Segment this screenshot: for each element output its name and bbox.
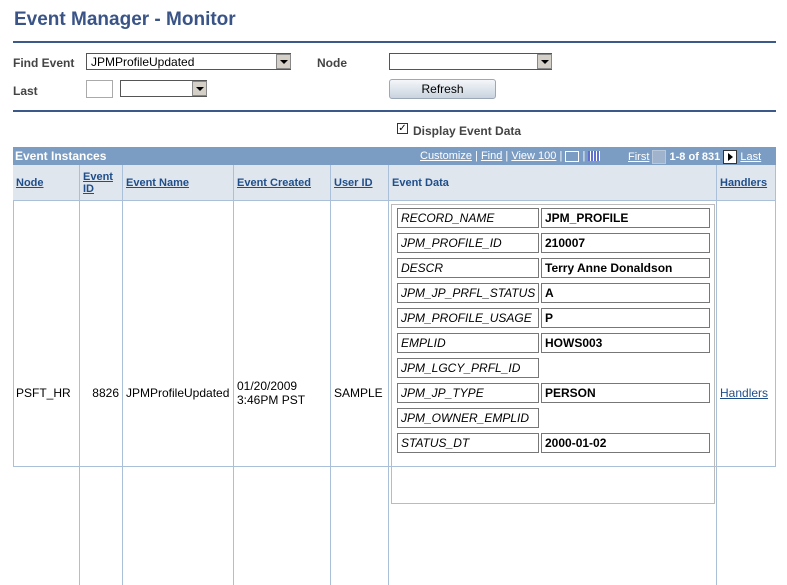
field-value: P — [541, 308, 710, 328]
field-name: JPM_PROFILE_USAGE — [397, 308, 539, 328]
col-event-data: Event Data — [389, 165, 717, 201]
find-event-label: Find Event — [13, 56, 75, 70]
divider — [13, 41, 776, 43]
find-event-select[interactable]: JPMProfileUpdated — [86, 53, 291, 70]
chevron-down-icon[interactable] — [192, 81, 207, 96]
next-icon[interactable] — [723, 150, 738, 164]
col-event-created: Event Created — [234, 165, 331, 201]
cell-event-id: 8826 — [80, 201, 123, 585]
sort-event-created-link[interactable]: Event Created — [237, 176, 311, 189]
field-value: A — [541, 283, 710, 303]
field-name: RECORD_NAME — [397, 208, 539, 228]
col-node: Node — [13, 165, 80, 201]
previous-icon — [652, 150, 667, 164]
cell-event-data — [389, 201, 717, 585]
field-name: JPM_OWNER_EMPLID — [397, 408, 539, 428]
event-data-header: Event Data — [392, 176, 449, 189]
first-link[interactable]: First — [628, 150, 650, 163]
col-event-id: Event ID — [80, 165, 123, 201]
refresh-button[interactable]: Refresh — [389, 79, 496, 99]
customize-link[interactable]: Customize — [420, 150, 472, 162]
field-name: DESCR — [397, 258, 539, 278]
new-window-icon[interactable] — [565, 150, 580, 162]
field-name: JPM_JP_TYPE — [397, 383, 539, 403]
col-handlers: Handlers — [717, 165, 775, 201]
view-100-link[interactable]: View 100 — [511, 150, 557, 162]
field-value: HOWS003 — [541, 333, 710, 353]
last-link[interactable]: Last — [740, 150, 762, 163]
chevron-down-icon[interactable] — [276, 54, 291, 69]
field-value: JPM_PROFILE — [541, 208, 710, 228]
field-value: Terry Anne Donaldson — [541, 258, 710, 278]
display-event-data-label: Display Event Data — [413, 124, 522, 138]
field-name: JPM_LGCY_PRFL_ID — [397, 358, 539, 378]
col-event-name: Event Name — [123, 165, 234, 201]
chevron-down-icon[interactable] — [537, 54, 552, 69]
cell-node: PSFT_HR — [13, 201, 80, 585]
created-time: 3:46PM PST — [237, 393, 306, 407]
field-value: 2000-01-02 — [541, 433, 710, 453]
display-event-data-checkbox[interactable]: ✓ — [397, 123, 408, 134]
sort-node-link[interactable]: Node — [16, 176, 44, 189]
cell-event-name: JPMProfileUpdated — [123, 201, 234, 585]
find-link[interactable]: Find — [480, 150, 503, 162]
field-name: EMPLID — [397, 333, 539, 353]
node-select[interactable] — [389, 53, 552, 70]
last-label: Last — [13, 84, 38, 98]
row-range: 1-8 of 831 — [669, 150, 721, 163]
field-value: PERSON — [541, 383, 710, 403]
download-spreadsheet-icon[interactable] — [588, 151, 601, 162]
grid-header-bar: Event Instances Customize | Find | View … — [13, 147, 776, 165]
sort-user-id-link[interactable]: User ID — [334, 176, 373, 189]
field-name: STATUS_DT — [397, 433, 539, 453]
node-label: Node — [317, 56, 347, 70]
handlers-link[interactable]: Handlers — [720, 386, 769, 400]
col-user-id: User ID — [331, 165, 389, 201]
cell-user-id: SAMPLE — [331, 201, 389, 585]
divider — [13, 110, 776, 112]
sort-event-id-link[interactable]: Event ID — [83, 170, 113, 195]
last-unit-select[interactable] — [120, 80, 207, 97]
handlers-header-link[interactable]: Handlers — [720, 176, 768, 189]
last-input[interactable] — [86, 80, 113, 98]
field-name: JPM_PROFILE_ID — [397, 233, 539, 253]
sort-event-name-link[interactable]: Event Name — [126, 176, 189, 189]
page-title: Event Manager - Monitor — [14, 9, 236, 30]
field-value: 210007 — [541, 233, 710, 253]
field-name: JPM_JP_PRFL_STATUS — [397, 283, 539, 303]
find-event-value: JPMProfileUpdated — [91, 55, 195, 69]
created-date: 01/20/2009 — [237, 379, 298, 393]
grid-title: Event Instances — [15, 149, 107, 163]
